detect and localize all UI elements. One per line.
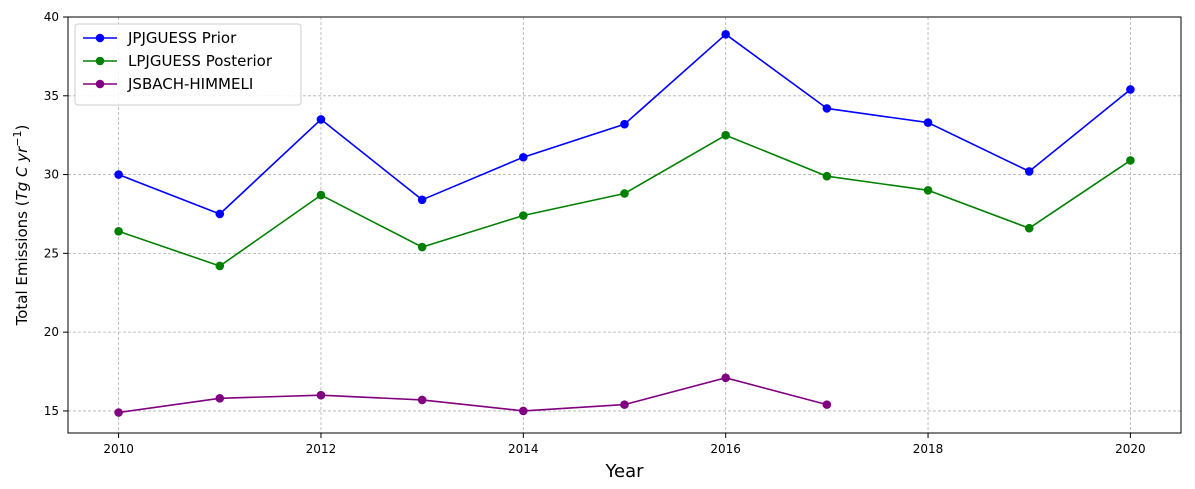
series-3 <box>114 373 832 417</box>
data-point <box>114 408 123 417</box>
legend-box <box>74 23 302 106</box>
series-2 <box>114 130 1135 271</box>
data-point <box>417 395 427 405</box>
legend-marker <box>95 56 105 66</box>
data-point <box>114 170 123 179</box>
data-point <box>114 227 123 236</box>
legend-label: LPJGUESS Posterior <box>128 52 273 70</box>
x-tick-label: 2014 <box>508 442 539 456</box>
data-point <box>417 242 427 252</box>
legend: JPJGUESS Prior LPJGUESS Posterior JSBACH-H… <box>74 23 302 106</box>
data-point <box>620 119 629 129</box>
data-point <box>417 195 427 205</box>
series-1 <box>114 30 1135 219</box>
axis-ticks: 2010 2012 2014 2016 2018 2020 15 20 25 30 35 40 <box>44 10 1146 456</box>
data-point <box>316 115 326 124</box>
y-tick-label: 40 <box>44 10 59 24</box>
x-tick-label: 2018 <box>913 442 944 456</box>
data-point <box>316 190 326 200</box>
y-tick-label: 25 <box>44 246 59 260</box>
y-axis-title-prefix: Total Emissions ( <box>13 200 31 326</box>
data-point <box>316 390 326 400</box>
x-tick-label: 2010 <box>103 442 134 456</box>
data-point <box>215 209 225 219</box>
data-point <box>1024 167 1034 176</box>
data-point <box>620 189 629 198</box>
data-point <box>822 104 832 113</box>
y-axis-title: Total Emissions (Tg C yr−1) <box>11 125 31 327</box>
data-point <box>519 152 528 162</box>
data-point <box>620 400 629 409</box>
y-axis-title-suffix: ) <box>13 125 31 131</box>
series-line <box>118 376 828 414</box>
y-tick-label: 30 <box>44 168 59 182</box>
y-tick-label: 20 <box>44 325 59 339</box>
data-point <box>519 406 528 416</box>
data-point <box>721 30 730 39</box>
legend-label: JPJGUESS Prior <box>127 29 237 47</box>
data-point <box>215 261 225 271</box>
data-point <box>215 394 225 403</box>
legend-label: JSBACH-HIMMELI <box>127 75 253 93</box>
y-axis-title-unit-exponent: −1 <box>11 130 24 146</box>
series-group <box>114 30 1135 417</box>
data-point <box>1126 85 1135 94</box>
y-axis-title-unit: Tg C yr <box>13 146 31 201</box>
legend-marker <box>95 79 105 89</box>
x-tick-label: 2020 <box>1115 442 1146 456</box>
data-point <box>721 373 730 383</box>
data-point <box>1126 156 1135 165</box>
data-point <box>721 130 730 140</box>
data-point <box>822 400 832 409</box>
legend-marker <box>95 33 105 43</box>
y-tick-label: 15 <box>44 404 59 418</box>
y-tick-label: 35 <box>44 89 59 103</box>
data-point <box>519 211 528 220</box>
plot-frame <box>67 16 1182 434</box>
x-tick-label: 2016 <box>710 442 741 456</box>
x-axis-title: Year <box>604 461 644 482</box>
data-point <box>923 186 933 195</box>
data-point <box>1024 223 1034 233</box>
data-point <box>822 171 832 181</box>
x-tick-label: 2012 <box>306 442 337 456</box>
data-point <box>923 118 933 127</box>
